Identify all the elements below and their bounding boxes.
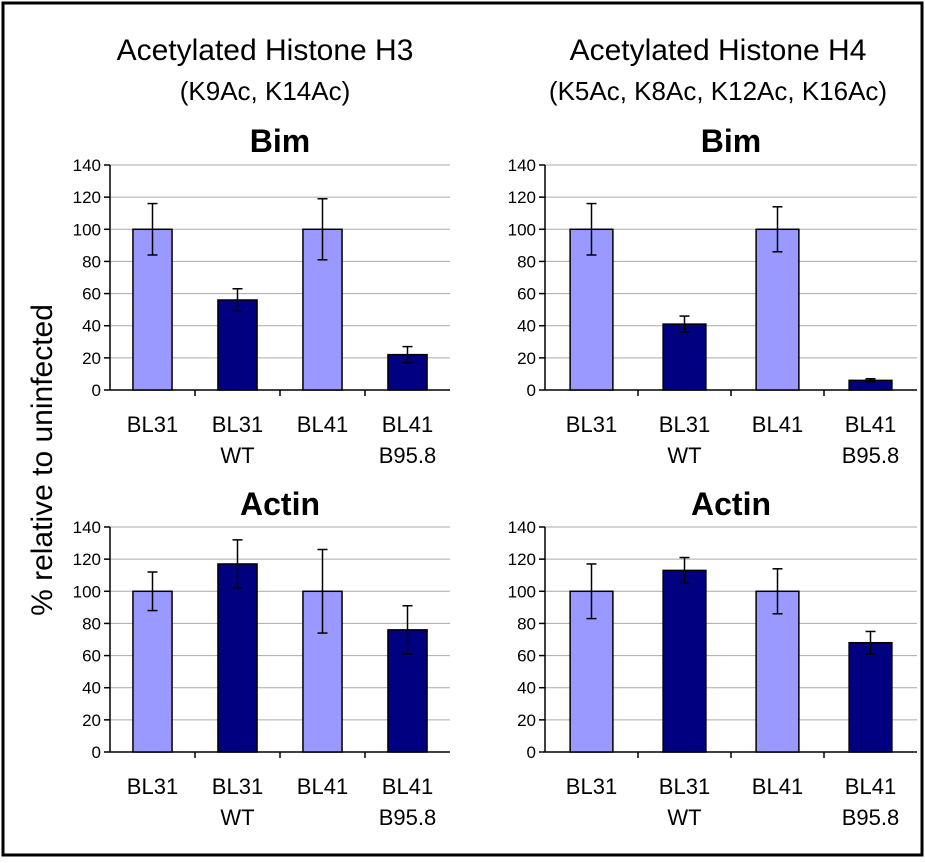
y-tick-label: 140 (508, 518, 536, 537)
y-tick-label: 80 (517, 614, 536, 633)
category-label: B95.8 (842, 443, 900, 468)
y-tick-label: 100 (73, 220, 101, 239)
y-axis-label: % relative to uninfected (26, 304, 59, 616)
panel-title: Actin (691, 486, 771, 522)
bar (755, 228, 800, 391)
y-tick-label: 120 (73, 550, 101, 569)
bar (217, 563, 258, 753)
y-tick-label: 100 (508, 582, 536, 601)
column-title-h4: Acetylated Histone H4 (570, 34, 867, 67)
y-tick-label: 140 (508, 156, 536, 175)
category-label: BL31 (212, 774, 263, 799)
category-label: BL41 (382, 412, 433, 437)
y-tick-label: 80 (517, 252, 536, 271)
y-tick-label: 0 (527, 381, 536, 400)
y-tick-label: 60 (517, 647, 536, 666)
category-label: BL41 (752, 774, 803, 799)
y-tick-label: 80 (82, 614, 101, 633)
y-tick-label: 120 (508, 188, 536, 207)
y-tick-label: 120 (73, 188, 101, 207)
chart-panel-2: Bim 0 20 40 60 80 100 120 140 BL31 BL31 WT BL41 BL41 B… (508, 123, 917, 468)
y-tick-label: 20 (82, 711, 101, 730)
chart-panel-4: Actin 0 20 40 60 80 100 120 140 BL31 BL31 WT BL41 BL4… (508, 486, 917, 830)
y-tick-label: 20 (517, 349, 536, 368)
y-tick-label: 120 (508, 550, 536, 569)
chart-panels: Bim 0 20 40 60 80 100 120 140 BL31 BL31 WT BL41 BL41 B… (73, 123, 917, 830)
bar (217, 299, 258, 391)
y-tick-label: 100 (508, 220, 536, 239)
category-label: BL31 (212, 412, 263, 437)
panel-title: Actin (240, 486, 320, 522)
y-tick-label: 80 (82, 252, 101, 271)
bar (132, 590, 173, 753)
bar (662, 569, 707, 753)
panel-title: Bim (250, 123, 310, 159)
bar (569, 228, 614, 391)
column-subtitle-h3: (K9Ac, K14Ac) (180, 76, 351, 106)
y-tick-label: 20 (517, 711, 536, 730)
y-tick-label: 60 (517, 285, 536, 304)
y-tick-label: 40 (82, 679, 101, 698)
panel-title: Bim (701, 123, 761, 159)
y-tick-label: 100 (73, 582, 101, 601)
category-label: WT (220, 443, 254, 468)
category-label: WT (220, 805, 254, 830)
category-label: BL41 (297, 774, 348, 799)
category-label: B95.8 (379, 443, 437, 468)
y-tick-label: 40 (517, 679, 536, 698)
y-tick-label: 140 (73, 518, 101, 537)
category-label: BL31 (659, 774, 710, 799)
category-label: BL31 (127, 412, 178, 437)
bar (132, 228, 173, 391)
category-label: B95.8 (842, 805, 900, 830)
y-tick-label: 20 (82, 349, 101, 368)
y-tick-label: 40 (82, 317, 101, 336)
category-label: WT (667, 805, 701, 830)
bar (755, 590, 800, 753)
category-label: BL41 (382, 774, 433, 799)
column-subtitle-h4: (K5Ac, K8Ac, K12Ac, K16Ac) (549, 76, 887, 106)
category-label: BL41 (845, 412, 896, 437)
category-label: BL41 (297, 412, 348, 437)
chart-panel-3: Actin 0 20 40 60 80 100 120 140 BL31 BL31 WT BL41 BL4… (73, 486, 450, 830)
y-tick-label: 0 (92, 381, 101, 400)
y-tick-label: 40 (517, 317, 536, 336)
category-label: BL31 (566, 412, 617, 437)
y-tick-label: 60 (82, 647, 101, 666)
column-title-h3: Acetylated Histone H3 (117, 34, 414, 67)
bar (848, 641, 893, 753)
category-label: BL31 (659, 412, 710, 437)
y-tick-label: 0 (92, 743, 101, 762)
bar (662, 323, 707, 391)
y-tick-label: 0 (527, 743, 536, 762)
y-tick-label: 60 (82, 285, 101, 304)
y-tick-label: 140 (73, 156, 101, 175)
category-label: BL31 (127, 774, 178, 799)
category-label: BL31 (566, 774, 617, 799)
category-label: BL41 (845, 774, 896, 799)
chart-panel-1: Bim 0 20 40 60 80 100 120 140 BL31 BL31 WT BL41 BL41 B… (73, 123, 450, 468)
category-label: WT (667, 443, 701, 468)
category-label: B95.8 (379, 805, 437, 830)
category-label: BL41 (752, 412, 803, 437)
